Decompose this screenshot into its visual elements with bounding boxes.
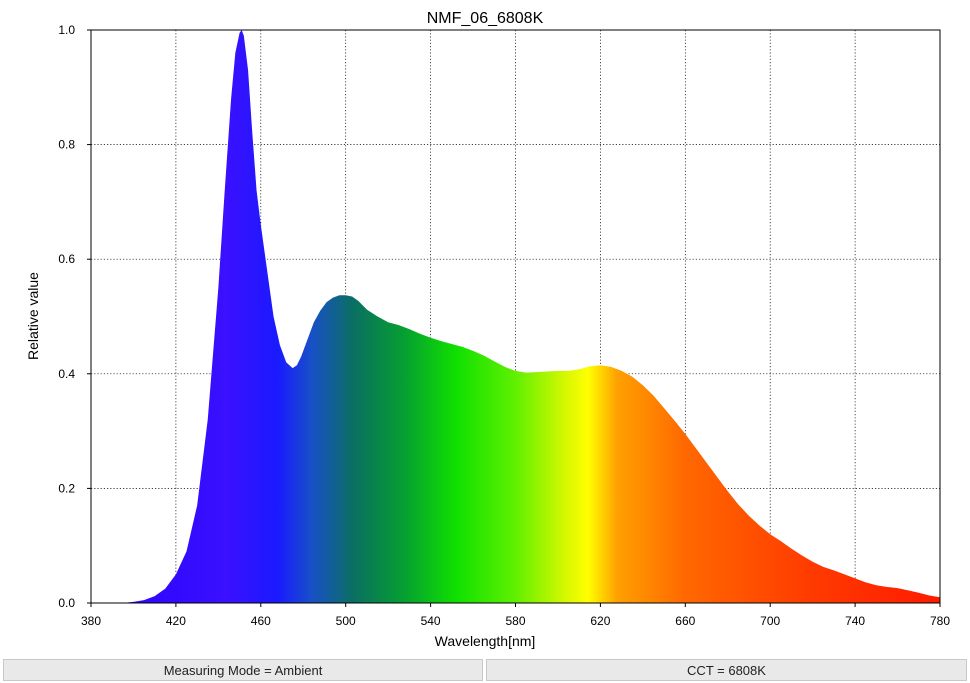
- x-tick-label: 700: [760, 614, 780, 628]
- y-tick-label: 0.2: [58, 481, 75, 495]
- y-tick-label: 0.0: [58, 596, 75, 610]
- x-tick-label: 540: [421, 614, 441, 628]
- x-tick-label: 780: [930, 614, 950, 628]
- status-bar: Measuring Mode = Ambient CCT = 6808K: [0, 657, 970, 683]
- spectrum-area-layer: [91, 30, 940, 603]
- x-tick-label: 580: [505, 614, 525, 628]
- x-tick-label: 460: [251, 614, 271, 628]
- x-axis-label: Wavelength[nm]: [435, 633, 536, 649]
- x-tick-label: 740: [845, 614, 865, 628]
- measuring-mode-field: Measuring Mode = Ambient: [3, 659, 483, 681]
- y-tick-label: 1.0: [58, 23, 75, 37]
- x-tick-label: 380: [81, 614, 101, 628]
- chart-title: NMF_06_6808K: [427, 10, 544, 27]
- x-tick-label: 660: [675, 614, 695, 628]
- spectrum-area: [91, 30, 940, 603]
- y-axis-ticks: 0.0 0.2 0.4 0.6 0.8 1.0: [58, 23, 91, 610]
- spectrum-chart: NMF_06_6808K 380 420 460 500 540 580 620 660 700…: [25, 10, 950, 649]
- cct-field: CCT = 6808K: [486, 659, 967, 681]
- x-tick-label: 500: [336, 614, 356, 628]
- x-tick-label: 420: [166, 614, 186, 628]
- y-tick-label: 0.4: [58, 367, 75, 381]
- x-axis-ticks: 380 420 460 500 540 580 620 660 700 740 780: [81, 603, 950, 628]
- y-tick-label: 0.6: [58, 252, 75, 266]
- y-tick-label: 0.8: [58, 138, 75, 152]
- x-tick-label: 620: [590, 614, 610, 628]
- y-axis-label: Relative value: [25, 272, 41, 360]
